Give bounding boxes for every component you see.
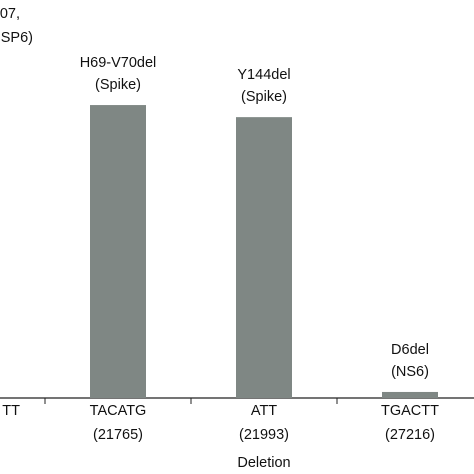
x-tick-label: TT bbox=[2, 403, 20, 419]
bar-annotation: D6del bbox=[391, 342, 429, 358]
bar-annotation: (Spike) bbox=[95, 77, 141, 93]
bar bbox=[236, 117, 292, 398]
x-tick-sublabel: (27216) bbox=[385, 427, 435, 443]
x-tick-sublabel: (21765) bbox=[93, 427, 143, 443]
bar bbox=[382, 391, 438, 398]
x-tick-sublabel: (21993) bbox=[239, 427, 289, 443]
bar-annotation: (NS6) bbox=[391, 364, 429, 380]
x-tick-label: ATT bbox=[251, 403, 277, 419]
bar-annotation: Y144del bbox=[237, 67, 290, 83]
bar-annotation: H69-V70del bbox=[80, 55, 157, 71]
bar-annotation: SP6) bbox=[1, 30, 33, 46]
bar-annotation: (Spike) bbox=[241, 89, 287, 105]
x-tick-label: TGACTT bbox=[381, 403, 439, 419]
x-tick-label: TACATG bbox=[90, 403, 147, 419]
bar bbox=[90, 105, 146, 398]
bar-annotation: 07, bbox=[0, 6, 20, 22]
x-axis-label: Deletion bbox=[237, 455, 290, 471]
